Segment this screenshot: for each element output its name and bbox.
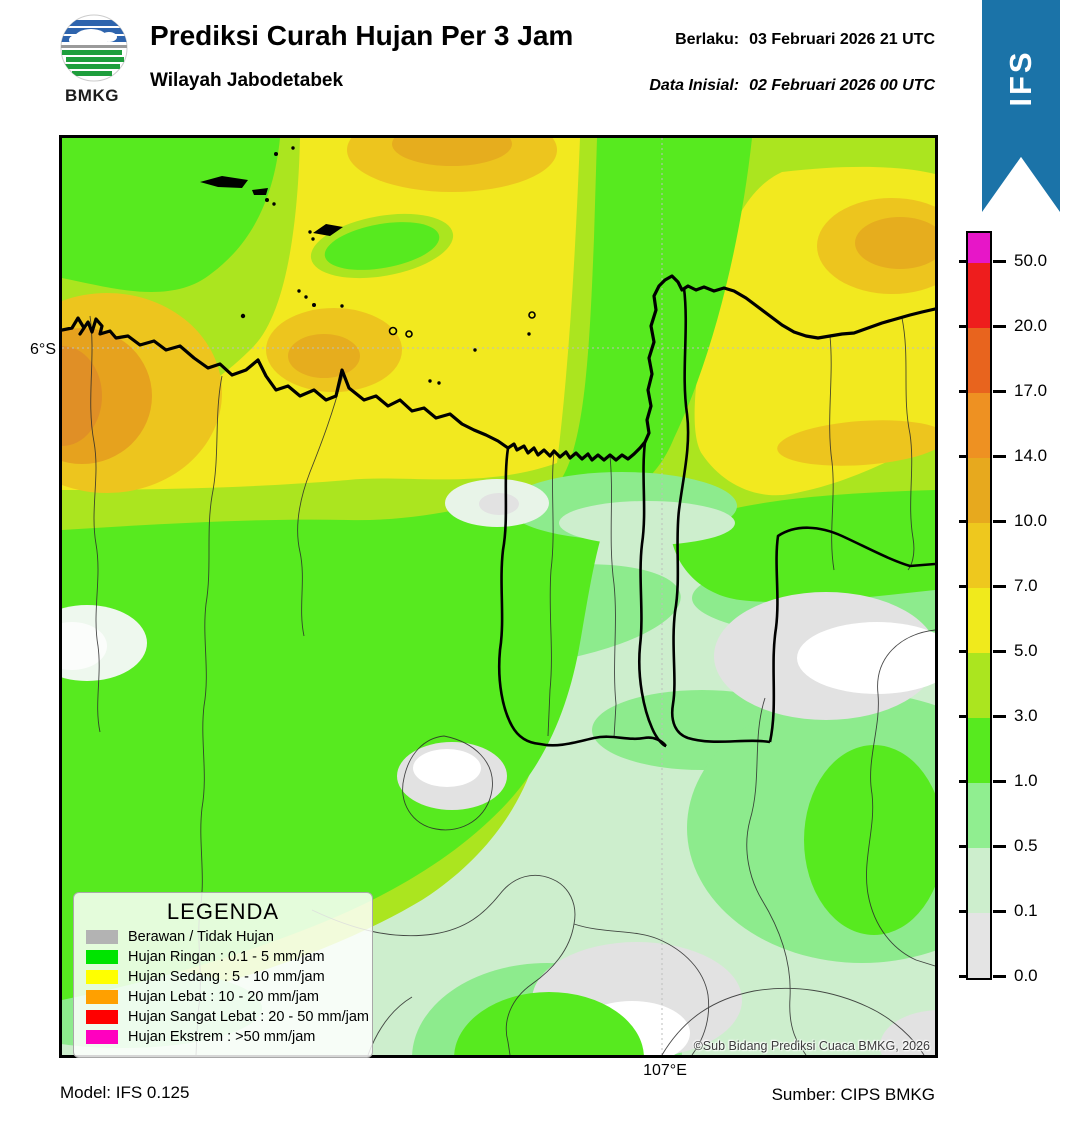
valid-time-value: 03 Februari 2026 21 UTC — [749, 31, 935, 48]
legend-swatch — [86, 1030, 118, 1044]
legend-swatch — [86, 990, 118, 1004]
colorbar-segment — [968, 523, 990, 588]
colorbar-segment — [968, 458, 990, 523]
model-ribbon: IFS — [982, 0, 1060, 212]
colorbar-tick-label: 50.0 — [1014, 251, 1048, 270]
colorbar-tick-left — [959, 390, 966, 393]
legend-item: Hujan Sangat Lebat : 20 - 50 mm/jam — [86, 1009, 369, 1025]
longitude-tick-label: 107°E — [643, 1062, 687, 1079]
colorbar-segment — [968, 913, 990, 978]
map-copyright: ©Sub Bidang Prediksi Cuaca BMKG, 2026 — [693, 1039, 930, 1053]
colorbar-tick — [993, 910, 1006, 913]
colorbar-tick-label: 17.0 — [1014, 381, 1048, 400]
page-title: Prediksi Curah Hujan Per 3 Jam — [150, 20, 574, 51]
admin-boundaries-thick — [497, 287, 935, 748]
legend-title: LEGENDA — [166, 899, 280, 924]
colorbar-tick — [993, 325, 1006, 328]
island-rings — [388, 311, 536, 338]
legend-item: Berawan / Tidak Hujan — [86, 929, 360, 945]
legend-item: Hujan Sedang : 5 - 10 mm/jam — [86, 969, 360, 985]
colorbar-tick-label: 0.1 — [1014, 901, 1038, 920]
colorbar-segment — [968, 848, 990, 913]
legend-swatch — [86, 970, 118, 984]
colorbar-tick-left — [959, 260, 966, 263]
legend-item-label: Hujan Ekstrem : >50 mm/jam — [128, 1029, 316, 1045]
page-subtitle: Wilayah Jabodetabek — [150, 70, 344, 91]
colorbar-tick — [993, 715, 1006, 718]
colorbar-tick-label: 10.0 — [1014, 511, 1048, 530]
rainfall-map-svg — [62, 138, 935, 1055]
colorbar-tick-label: 7.0 — [1014, 576, 1038, 595]
footer-model-label: Model: IFS 0.125 — [60, 1083, 190, 1102]
latitude-tick-label: 6°S — [30, 341, 56, 358]
valid-time-label: Berlaku: — [675, 31, 740, 48]
colorbar-tick-left — [959, 845, 966, 848]
legend-item: Hujan Ringan : 0.1 - 5 mm/jam — [86, 949, 360, 965]
colorbar-segment — [968, 718, 990, 783]
colorbar-tick-left — [959, 780, 966, 783]
colorbar-tick-label: 3.0 — [1014, 706, 1038, 725]
colorbar-tick-label: 0.5 — [1014, 836, 1038, 855]
colorbar-segment — [968, 588, 990, 653]
colorbar-tick-label: 14.0 — [1014, 446, 1048, 465]
bmkg-logo-label: BMKG — [65, 86, 119, 105]
coastline — [62, 274, 935, 462]
colorbar-tick-label: 5.0 — [1014, 641, 1038, 660]
legend-item: Hujan Lebat : 10 - 20 mm/jam — [86, 989, 360, 1005]
colorbar-tick-left — [959, 975, 966, 978]
map-legend: LEGENDA Berawan / Tidak Hujan Hujan Ring… — [73, 892, 373, 1058]
colorbar-tick-left — [959, 650, 966, 653]
colorbar-tick-left — [959, 325, 966, 328]
legend-swatch — [86, 1010, 118, 1024]
legend-swatch — [86, 930, 118, 944]
colorbar-segment — [968, 783, 990, 848]
colorbar-tick — [993, 455, 1006, 458]
colorbar-tick — [993, 780, 1006, 783]
legend-item-label: Hujan Sedang : 5 - 10 mm/jam — [128, 969, 325, 985]
colorbar-tick-left — [959, 715, 966, 718]
map-frame: ©Sub Bidang Prediksi Cuaca BMKG, 2026 — [59, 135, 938, 1058]
colorbar-tick — [993, 390, 1006, 393]
colorbar-segment — [968, 393, 990, 458]
colorbar-segment — [968, 233, 990, 263]
bmkg-logo-icon — [60, 14, 128, 82]
bmkg-logo — [54, 12, 134, 89]
colorbar-tick-left — [959, 520, 966, 523]
colorbar-tick-left — [959, 455, 966, 458]
colorbar-tick — [993, 585, 1006, 588]
legend-item-label: Hujan Sangat Lebat : 20 - 50 mm/jam — [128, 1009, 369, 1025]
init-time: Data Inisial: 02 Februari 2026 00 UTC — [649, 77, 935, 95]
colorbar-tick-label: 20.0 — [1014, 316, 1048, 335]
valid-time: Berlaku: 03 Februari 2026 21 UTC — [675, 31, 935, 49]
colorbar-tick-label: 1.0 — [1014, 771, 1038, 790]
colorbar: 50.0 20.0 17.0 14.0 10.0 7.0 5.0 3.0 1.0 0.5 0.1 0.… — [956, 231, 1072, 1001]
colorbar-segment — [968, 263, 990, 328]
colorbar-tick — [993, 845, 1006, 848]
colorbar-segment — [968, 328, 990, 393]
footer-source-label: Sumber: CIPS BMKG — [771, 1085, 935, 1104]
colorbar-segment — [968, 653, 990, 718]
islands — [200, 146, 531, 385]
admin-boundaries-thin — [89, 315, 935, 1055]
model-ribbon-label: IFS — [1003, 49, 1038, 107]
legend-item-label: Hujan Lebat : 10 - 20 mm/jam — [128, 989, 320, 1005]
init-time-label: Data Inisial: — [649, 77, 740, 94]
colorbar-tick — [993, 260, 1006, 263]
legend-item-label: Hujan Ringan : 0.1 - 5 mm/jam — [128, 949, 325, 965]
colorbar-scale — [966, 231, 992, 980]
colorbar-tick — [993, 975, 1006, 978]
colorbar-tick — [993, 650, 1006, 653]
colorbar-tick-left — [959, 910, 966, 913]
colorbar-tick — [993, 520, 1006, 523]
colorbar-tick-left — [959, 585, 966, 588]
legend-swatch — [86, 950, 118, 964]
init-time-value: 02 Februari 2026 00 UTC — [749, 77, 935, 94]
legend-item: Hujan Ekstrem : >50 mm/jam — [86, 1029, 360, 1045]
legend-item-label: Berawan / Tidak Hujan — [128, 929, 274, 945]
colorbar-tick-label: 0.0 — [1014, 966, 1038, 985]
